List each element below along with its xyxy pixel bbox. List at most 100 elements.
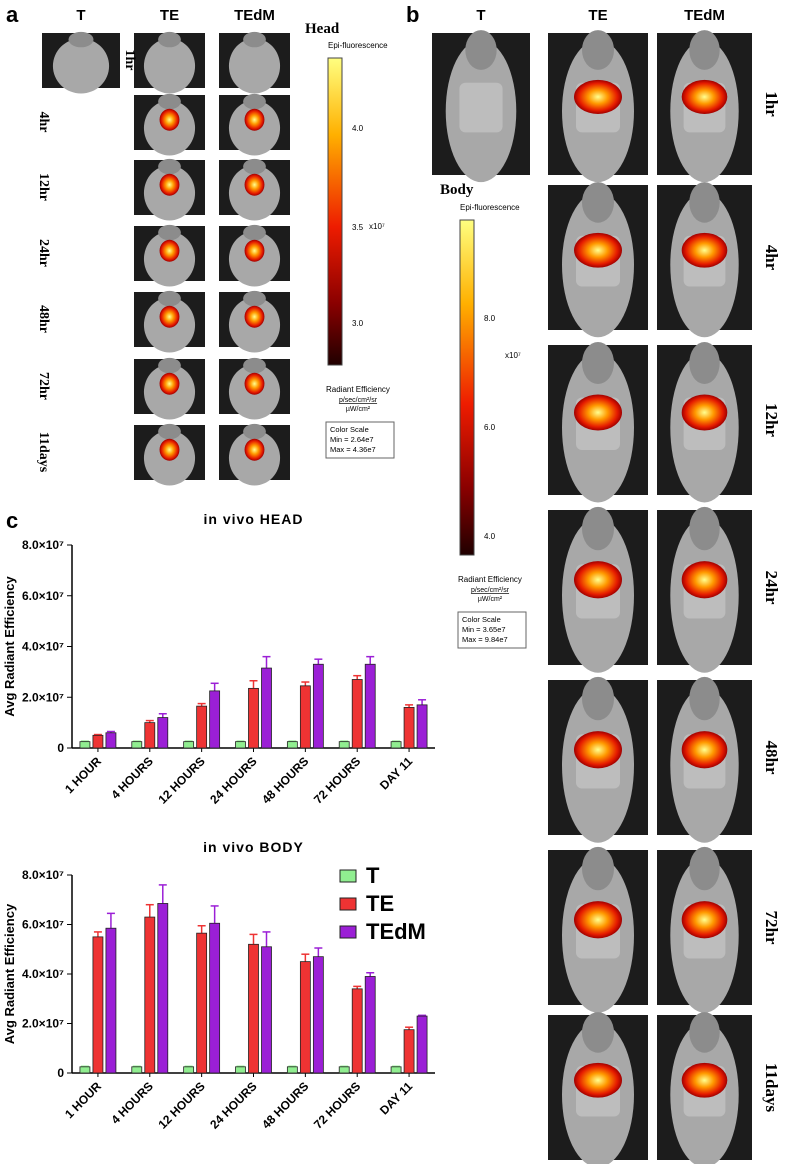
column-header: TEdM	[684, 7, 725, 24]
x-tick-label: 4 HOURS	[108, 754, 156, 802]
bar	[338, 741, 350, 749]
chart-title: in vivo HEAD	[204, 511, 304, 527]
row-label: 12hr	[762, 403, 781, 437]
mouse-head	[582, 30, 614, 70]
scale-multiplier: x10⁷	[505, 351, 521, 360]
bar	[364, 976, 376, 1074]
row-label: 12hr	[36, 173, 51, 201]
legend-swatch	[339, 869, 357, 883]
bar	[196, 705, 208, 749]
fluorescence	[574, 731, 622, 769]
scale-tick: 8.0	[484, 314, 496, 323]
y-tick-label: 8.0×10⁷	[22, 868, 64, 882]
scale-box-title: Color Scale	[330, 425, 369, 434]
scale-box	[325, 421, 395, 459]
bar	[299, 685, 311, 749]
scale-tick: 4.0	[352, 124, 364, 133]
mouse-head	[243, 31, 266, 48]
mouse-head	[689, 846, 720, 891]
mouse-head	[158, 93, 181, 110]
legend-swatch	[339, 897, 357, 911]
bar	[390, 1066, 402, 1074]
legend-label: TE	[366, 891, 394, 916]
mouse-head	[582, 182, 614, 223]
fluorescence	[244, 438, 265, 461]
row-label: 48hr	[36, 305, 51, 333]
panel-label: c	[6, 508, 18, 533]
fluorescence	[159, 372, 180, 395]
y-tick-label: 2.0×10⁷	[22, 1017, 64, 1031]
bar	[157, 717, 169, 749]
fluorescence	[159, 173, 180, 196]
y-tick-label: 8.0×10⁷	[22, 538, 64, 552]
fluorescence	[244, 305, 265, 328]
fluorescence	[574, 394, 622, 431]
mouse-head	[689, 182, 720, 223]
y-tick-label: 4.0×10⁷	[22, 640, 64, 654]
row-label: 24hr	[762, 571, 781, 605]
mouse-head	[689, 342, 720, 384]
bar	[261, 946, 272, 1074]
scale-tick: 6.0	[484, 423, 496, 432]
row-label: 48hr	[762, 741, 781, 775]
bar	[248, 687, 259, 749]
x-tick-label: 1 HOUR	[62, 1079, 104, 1121]
bar	[209, 922, 221, 1074]
y-tick-label: 2.0×10⁷	[22, 690, 64, 704]
bar	[286, 741, 298, 749]
bar	[131, 1066, 143, 1074]
bar	[416, 704, 428, 749]
fluorescence	[244, 108, 265, 131]
row-label: 24hr	[36, 239, 51, 267]
bar	[235, 741, 246, 749]
scale-max: Max = 4.36e7	[330, 445, 376, 454]
mouse-head	[243, 357, 266, 374]
unit-name: Radiant Efficiency	[458, 575, 522, 584]
mouse-head	[158, 224, 181, 241]
fluorescence	[681, 561, 728, 599]
unit-denominator: µW/cm²	[346, 406, 371, 413]
column-header: TEdM	[234, 7, 275, 24]
bar	[351, 679, 363, 749]
fluorescence	[681, 901, 728, 939]
color-bar	[459, 219, 475, 556]
bar	[299, 961, 311, 1074]
y-tick-label: 0	[57, 741, 64, 755]
unit-denominator: µW/cm²	[478, 596, 503, 603]
scale-tick: 3.5	[352, 223, 364, 232]
x-tick-label: 48 HOURS	[259, 1079, 311, 1131]
bar	[144, 722, 156, 749]
row-label: 4hr	[762, 245, 781, 271]
fluorescence	[681, 731, 728, 769]
y-tick-label: 6.0×10⁷	[22, 589, 64, 603]
x-tick-label: DAY 11	[377, 754, 415, 792]
mouse-head	[243, 158, 266, 175]
mouse-head	[689, 506, 720, 551]
x-tick-label: 24 HOURS	[207, 754, 259, 806]
bar	[79, 1066, 91, 1074]
fluorescence	[244, 372, 265, 395]
fluorescence	[159, 305, 180, 328]
mouse-head	[689, 676, 720, 721]
mouse-head	[158, 290, 181, 307]
fluorescence	[159, 438, 180, 461]
scale-mode: Epi-fluorescence	[460, 203, 520, 212]
unit-name: Radiant Efficiency	[326, 385, 390, 394]
fluorescence	[574, 79, 622, 114]
y-tick-label: 4.0×10⁷	[22, 967, 64, 981]
bar	[209, 690, 221, 749]
mouse-head	[68, 31, 94, 48]
mouse-body	[143, 38, 196, 94]
panel-label: a	[6, 2, 19, 27]
x-tick-label: 12 HOURS	[155, 1079, 207, 1131]
row-label: 1hr	[762, 91, 781, 117]
bar	[92, 734, 104, 749]
bar	[79, 741, 91, 749]
row-label: 11days	[36, 432, 51, 473]
bar	[312, 663, 324, 749]
fluorescence	[574, 1062, 622, 1098]
fluorescence	[159, 239, 180, 262]
row-label: 11days	[762, 1063, 781, 1113]
bar	[144, 916, 156, 1074]
bar	[105, 927, 117, 1074]
